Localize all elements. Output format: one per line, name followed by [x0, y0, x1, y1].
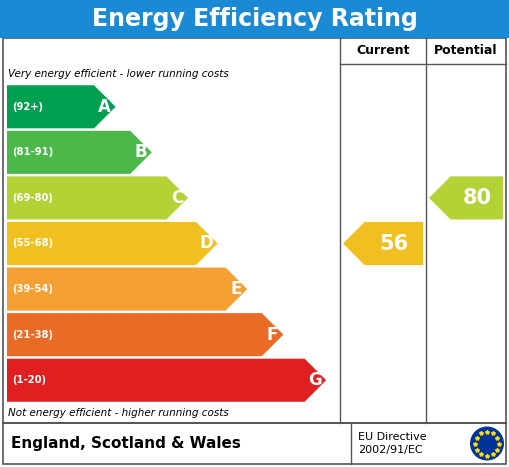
Circle shape: [470, 426, 504, 460]
Polygon shape: [343, 222, 423, 265]
Polygon shape: [429, 177, 503, 219]
Polygon shape: [7, 85, 116, 128]
Text: Potential: Potential: [434, 44, 498, 57]
Polygon shape: [7, 222, 217, 265]
Bar: [3, 423, 506, 464]
Text: 80: 80: [462, 188, 491, 208]
Text: Not energy efficient - higher running costs: Not energy efficient - higher running co…: [8, 408, 229, 418]
Text: (55-68): (55-68): [12, 239, 53, 248]
Text: C: C: [171, 189, 183, 207]
Text: (39-54): (39-54): [12, 284, 53, 294]
Polygon shape: [7, 131, 152, 174]
Text: D: D: [200, 234, 214, 253]
Text: G: G: [308, 371, 322, 389]
Polygon shape: [7, 268, 247, 311]
Text: (69-80): (69-80): [12, 193, 53, 203]
Text: B: B: [135, 143, 147, 162]
Polygon shape: [7, 177, 188, 219]
Text: (1-20): (1-20): [12, 375, 46, 385]
Text: F: F: [267, 325, 278, 344]
Text: EU Directive: EU Directive: [358, 432, 427, 443]
Text: E: E: [231, 280, 242, 298]
Text: Very energy efficient - lower running costs: Very energy efficient - lower running co…: [8, 69, 229, 79]
Text: 56: 56: [379, 234, 408, 254]
Text: Current: Current: [356, 44, 410, 57]
Text: (81-91): (81-91): [12, 148, 53, 157]
Polygon shape: [7, 313, 284, 356]
Text: England, Scotland & Wales: England, Scotland & Wales: [11, 436, 241, 451]
Polygon shape: [7, 359, 326, 402]
Text: Energy Efficiency Rating: Energy Efficiency Rating: [92, 7, 417, 31]
Text: (92+): (92+): [12, 102, 43, 112]
Bar: [3, 38, 506, 423]
Text: 2002/91/EC: 2002/91/EC: [358, 445, 422, 454]
Text: (21-38): (21-38): [12, 330, 53, 340]
Bar: [0, 0, 509, 38]
Text: A: A: [98, 98, 111, 116]
